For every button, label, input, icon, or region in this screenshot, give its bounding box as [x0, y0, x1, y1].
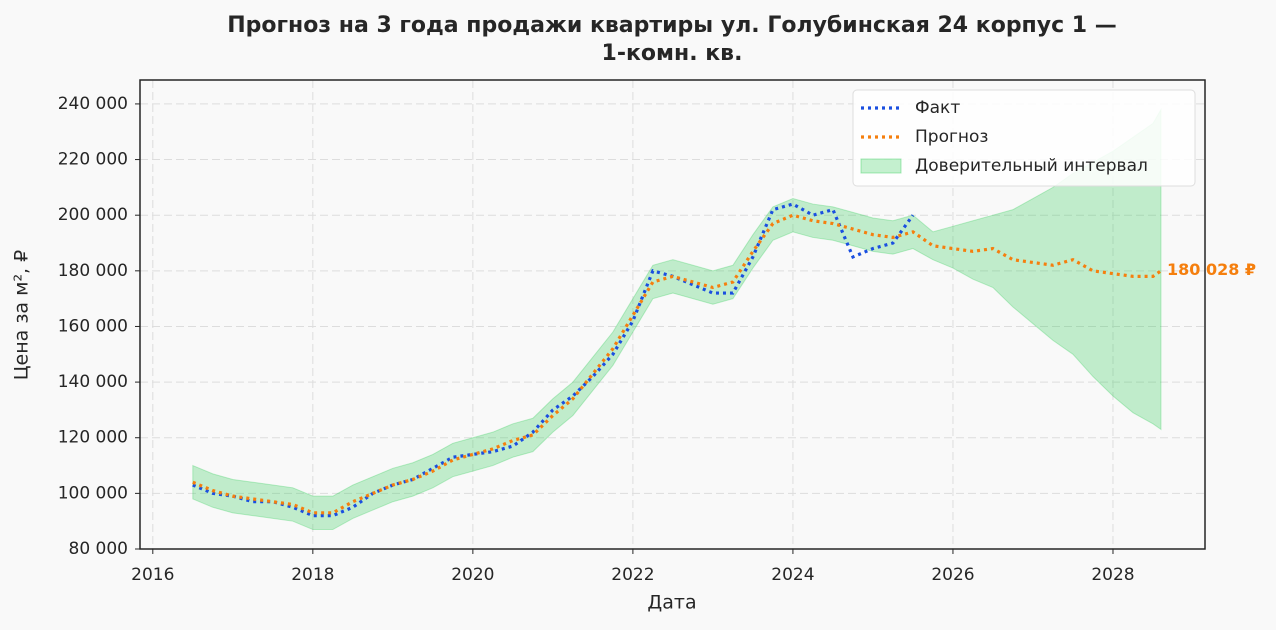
legend-label: Доверительный интервал — [915, 156, 1148, 176]
y-tick-label: 140 000 — [58, 372, 128, 392]
y-tick-label: 200 000 — [58, 205, 128, 225]
x-tick-label: 2020 — [451, 565, 494, 585]
chart-title: 1-комн. кв. — [602, 41, 743, 66]
plot-frame — [139, 79, 1206, 550]
y-tick-label: 240 000 — [58, 94, 128, 114]
y-tick-label: 220 000 — [58, 150, 128, 170]
x-tick-label: 2028 — [1091, 565, 1134, 585]
x-axis-label: Дата — [647, 592, 696, 614]
x-tick-label: 2026 — [931, 565, 974, 585]
series-line — [192, 202, 915, 518]
y-axis-label: Цена за м², ₽ — [11, 250, 33, 380]
y-tick-label: 180 000 — [58, 261, 128, 281]
y-tick-label: 80 000 — [69, 539, 128, 559]
x-tick-label: 2018 — [291, 565, 334, 585]
x-tick-label: 2022 — [611, 565, 654, 585]
legend-box — [852, 89, 1196, 187]
legend-label: Прогноз — [915, 127, 988, 147]
y-tick-label: 160 000 — [58, 316, 128, 336]
confidence-band — [192, 107, 1162, 531]
x-tick-label: 2016 — [131, 565, 174, 585]
legend-swatch — [860, 158, 902, 174]
annotation: 180 028 ₽ — [1167, 260, 1256, 279]
legend-label: Факт — [915, 98, 960, 118]
chart-title: Прогноз на 3 года продажи квартиры ул. Г… — [227, 13, 1117, 38]
y-tick-label: 120 000 — [58, 428, 128, 448]
y-tick-label: 100 000 — [58, 483, 128, 503]
legend: Факт Прогноз Доверительный интервал — [852, 89, 1196, 187]
x-tick-label: 2024 — [771, 565, 814, 585]
series-line — [192, 213, 1162, 515]
